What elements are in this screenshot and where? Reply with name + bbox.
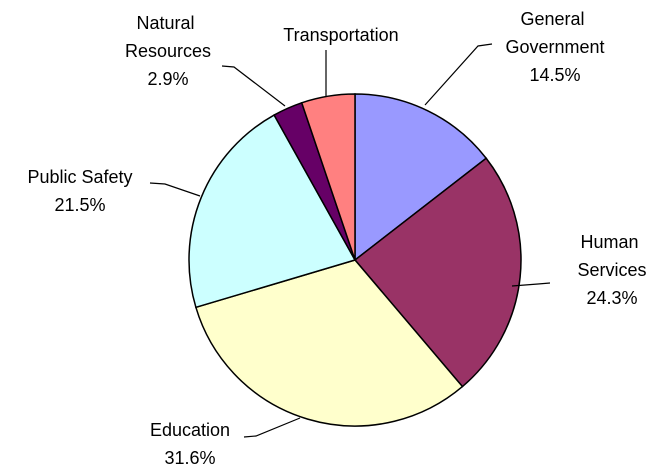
leader-line <box>511 282 551 287</box>
leader-line <box>424 43 493 106</box>
category-label: Natural Resources <box>125 13 211 61</box>
value-label: 2.9% <box>147 69 188 89</box>
category-label: Transportation <box>283 25 398 45</box>
value-label: 21.5% <box>54 195 105 215</box>
category-label: Human Services <box>577 232 646 280</box>
value-label: 14.5% <box>529 65 580 85</box>
leader-line <box>243 417 301 438</box>
category-label: General Government <box>505 9 604 57</box>
pie-slice <box>354 93 488 262</box>
pie-slice <box>188 114 357 309</box>
value-label: 24.3% <box>586 288 637 308</box>
pie-slice <box>194 259 464 427</box>
pie-slice <box>300 93 356 261</box>
leader-line <box>221 65 286 107</box>
category-label: Education <box>150 420 230 440</box>
leader-line <box>149 182 201 197</box>
pie-slice <box>353 157 522 388</box>
category-label: Public Safety <box>27 167 132 187</box>
value-label: 31.6% <box>164 448 215 468</box>
